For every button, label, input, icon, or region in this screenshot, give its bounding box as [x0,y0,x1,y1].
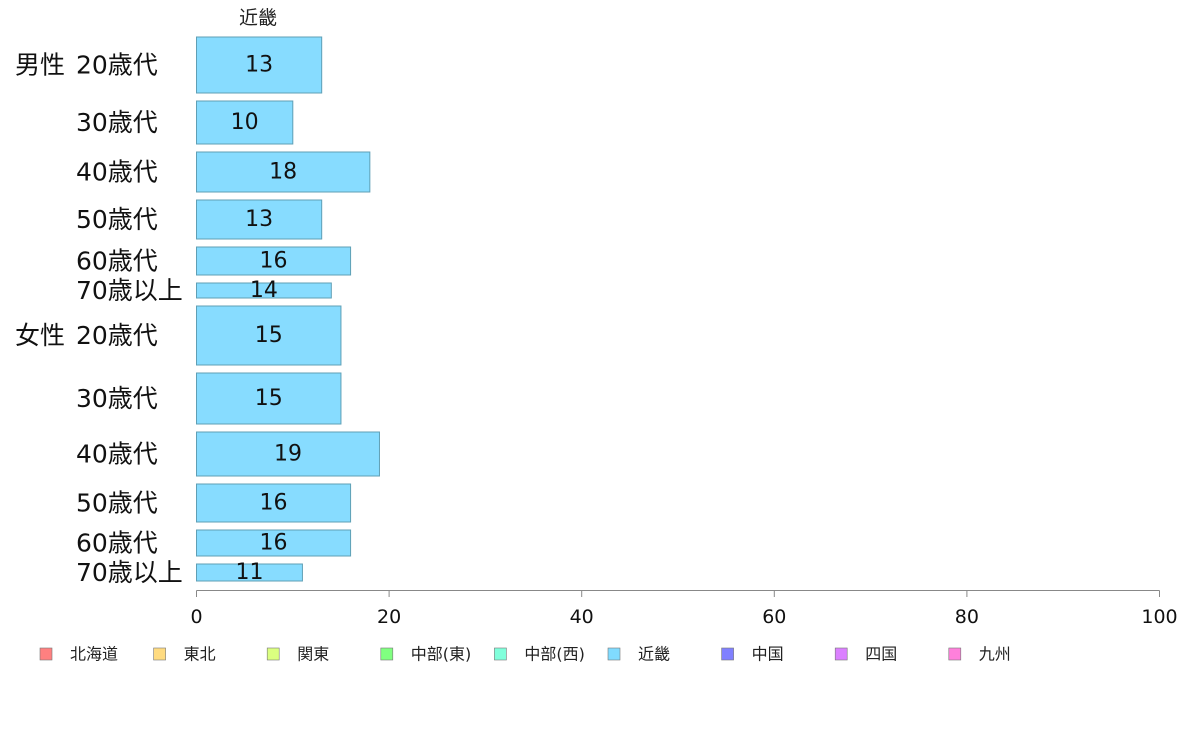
legend-label: 関東 [297,645,329,664]
category-label: 20歳代 [76,321,158,350]
bar-value-label: 19 [274,442,302,467]
legend-label: 中国 [752,645,784,664]
legend-swatch [380,647,394,661]
legend-swatch [721,647,734,661]
x-tick-label: 60 [762,606,786,628]
legend-swatch [494,647,507,661]
bar-value-label: 11 [235,560,263,585]
x-tick-label: 80 [955,606,979,628]
legend-label: 近畿 [638,645,670,664]
category-labels: 20歳代30歳代40歳代50歳代60歳代70歳以上20歳代30歳代40歳代50歳… [76,51,183,588]
category-label: 60歳代 [76,529,158,558]
x-tick-label: 40 [570,606,594,628]
bar-value-label: 16 [260,531,288,556]
bar-value-label: 15 [255,323,283,348]
bar [196,372,342,425]
bar [196,563,303,582]
legend-label: 北海道 [70,645,118,664]
bar-value-label: 15 [255,386,283,411]
legend-label: 四国 [865,645,897,664]
bar [196,483,352,523]
bar [196,282,332,299]
legend-swatch [266,647,280,661]
group-label: 女性 [15,321,65,350]
legend-label: 九州 [979,645,1011,664]
bar-area: 13 10 18 13 16 14 15 15 19 16 16 11 [196,36,380,585]
legend-swatch [607,647,621,661]
bar-value-label: 16 [260,249,288,274]
bar [196,431,380,477]
legend: 北海道 東北 関東 中部(東) 中部(西) 近畿 中国 四国 九州 [39,645,1011,664]
category-label: 40歳代 [76,440,158,469]
bar [196,151,371,193]
category-label: 30歳代 [76,384,158,413]
category-label: 30歳代 [76,108,158,137]
x-axis: 0 20 40 60 80 100 [190,590,1178,628]
category-label: 50歳代 [76,489,158,518]
category-label: 70歳以上 [76,558,183,587]
legend-swatch [153,647,166,661]
bar-value-label: 13 [245,207,273,232]
legend-label: 東北 [184,645,216,664]
category-label: 60歳代 [76,247,158,276]
category-label: 50歳代 [76,205,158,234]
bar [196,305,342,366]
category-label: 20歳代 [76,51,158,80]
bar-value-label: 18 [269,160,297,185]
x-tick-label: 100 [1141,606,1177,628]
bar-value-label: 14 [250,278,278,303]
legend-swatch [948,647,962,661]
category-label: 40歳代 [76,158,158,187]
group-label: 男性 [15,51,65,80]
bar [196,529,352,557]
bar [196,100,294,145]
legend-swatch [39,647,53,661]
legend-label: 中部(東) [411,645,472,664]
legend-label: 中部(西) [524,645,585,664]
legend-swatch [834,647,848,661]
bar [196,246,352,276]
x-tick-label: 0 [190,606,202,628]
bar-value-label: 10 [231,110,259,135]
chart-title: 近畿 [239,7,277,29]
x-tick-label: 20 [377,606,401,628]
category-label: 70歳以上 [76,276,183,305]
bar-value-label: 13 [245,53,273,78]
bar [196,199,323,240]
bar-value-label: 16 [260,491,288,516]
bar [196,36,323,94]
